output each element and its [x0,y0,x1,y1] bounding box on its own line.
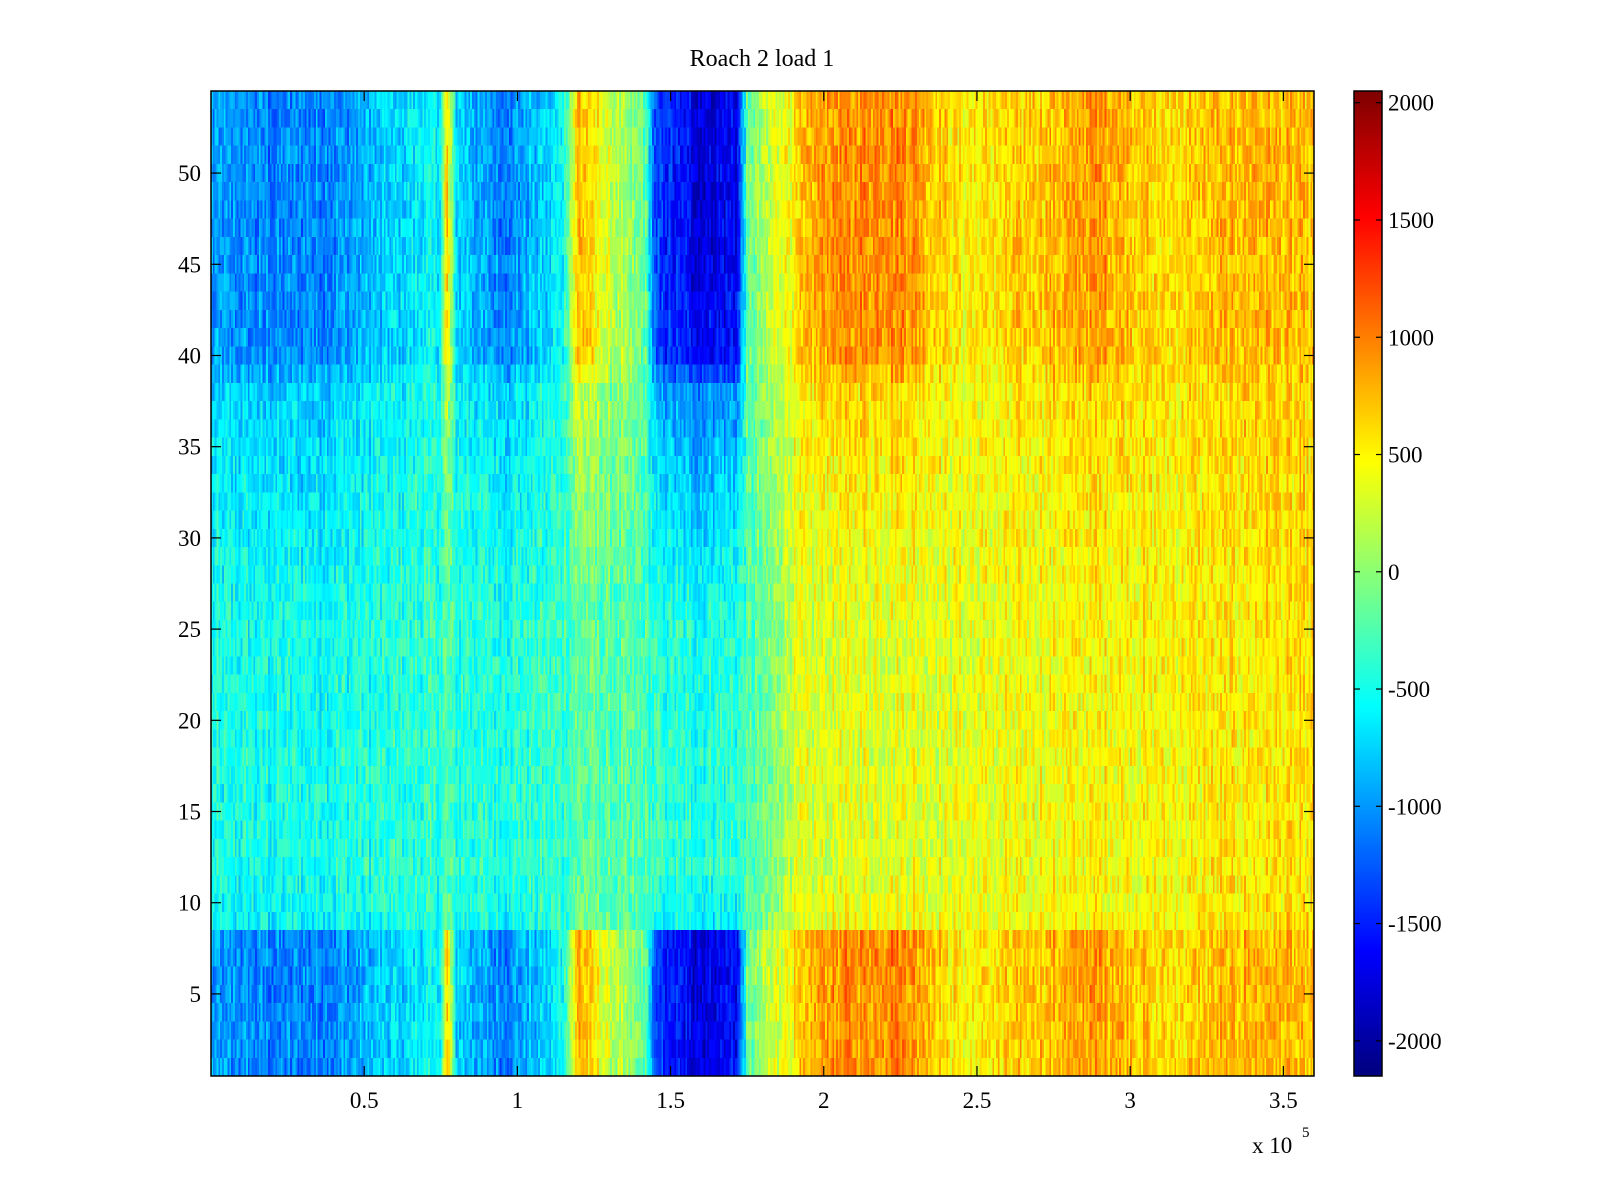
colorbar-tick-label: -500 [1388,677,1430,702]
x-tick-label: 1.5 [656,1088,685,1113]
y-tick-label: 30 [178,526,201,551]
colorbar-tick-label: 1000 [1388,325,1434,350]
x-tick-label: 3 [1124,1088,1136,1113]
colorbar-tick-label: -2000 [1388,1029,1442,1054]
y-tick-label: 45 [178,252,201,277]
colorbar-tick-label: 1500 [1388,208,1434,233]
heatmap-image [211,91,1314,1076]
y-tick-label: 5 [190,982,202,1007]
y-tick-label: 50 [178,161,201,186]
colorbar-gradient [1354,91,1382,1076]
y-tick-label: 15 [178,800,201,825]
colorbar-frame [1353,90,1383,1077]
colorbar-tick-label: 0 [1388,560,1400,585]
colorbar-tick-label: 500 [1388,443,1423,468]
x-tick-label: 2.5 [963,1088,992,1113]
y-tick-label: 25 [178,617,201,642]
chart-title: Roach 2 load 1 [690,46,835,72]
y-tick-label: 40 [178,343,201,368]
y-tick-label: 20 [178,708,201,733]
x-tick-label: 2 [818,1088,830,1113]
colorbar-tick-label: -1500 [1388,912,1442,937]
x-axis: 0.5 1 1.5 2 2.5 3 3.5 [350,91,1298,1113]
x-axis-multiplier: x 10 5 [1252,1125,1310,1158]
heatmap-axes-frame [210,90,1315,1077]
y-axis: 5 10 15 20 25 30 35 40 45 50 [178,161,1314,1007]
x-axis-multiplier-exponent: 5 [1302,1125,1310,1141]
colorbar-tick-label: 2000 [1388,91,1434,116]
x-tick-label: 3.5 [1269,1088,1298,1113]
y-tick-label: 10 [178,891,201,916]
colorbar-tick-label: -1000 [1388,794,1442,819]
x-axis-multiplier-base: x 10 [1252,1133,1292,1158]
colorbar-axis: 2000 1500 1000 500 0 -500 -1000 -1500 -2000 [1354,91,1442,1054]
x-tick-label: 0.5 [350,1088,379,1113]
x-tick-label: 1 [512,1088,524,1113]
y-tick-label: 35 [178,435,201,460]
